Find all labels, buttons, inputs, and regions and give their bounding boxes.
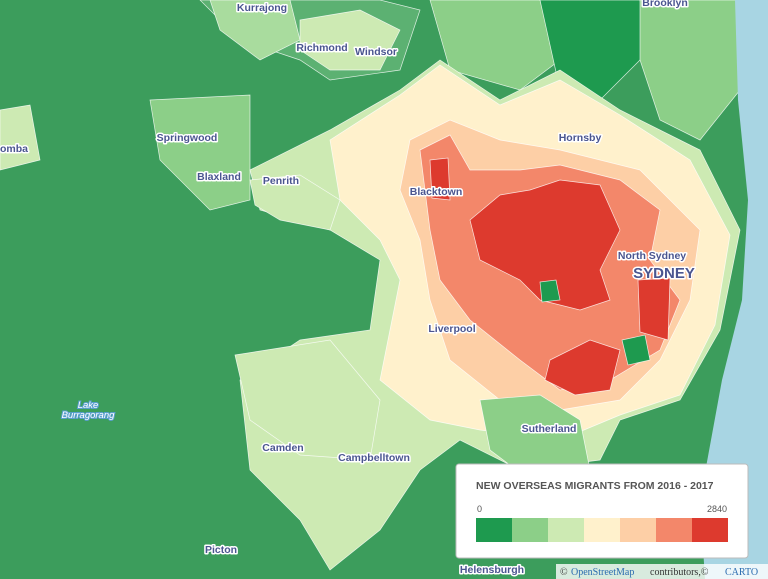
legend-max: 2840 — [707, 504, 727, 514]
place-label: Blacktown — [410, 186, 463, 198]
place-label: Camden — [262, 442, 303, 454]
legend-min: 0 — [477, 504, 482, 514]
place-label: Picton — [205, 544, 237, 556]
regions — [0, 0, 741, 571]
legend-swatch — [512, 518, 548, 542]
place-label: North Sydney — [618, 250, 686, 262]
region — [234, 339, 381, 461]
region — [249, 174, 341, 231]
place-label: Hornsby — [559, 132, 602, 144]
region — [299, 9, 401, 71]
legend: NEW OVERSEAS MIGRANTS FROM 2016 - 2017 0… — [455, 463, 749, 559]
attribution-text: contributors,© — [650, 567, 709, 578]
place-label: Brooklyn — [642, 0, 688, 9]
region — [209, 0, 301, 61]
lake-label: Lake — [78, 400, 99, 411]
region — [0, 104, 41, 171]
attribution-text: © — [560, 567, 568, 578]
place-label: Liverpool — [428, 323, 475, 335]
region — [637, 277, 671, 341]
region — [429, 157, 451, 201]
attribution-link[interactable]: OpenStreetMap — [571, 567, 634, 578]
place-label: Sutherland — [522, 423, 577, 435]
place-label: Kurrajong — [237, 2, 287, 14]
legend-swatch — [476, 518, 512, 542]
place-label: Blaxland — [197, 171, 241, 183]
region — [639, 0, 741, 141]
legend-title: NEW OVERSEAS MIGRANTS FROM 2016 - 2017 — [476, 480, 714, 492]
place-label: Springwood — [157, 132, 218, 144]
place-labels: Kurrajong Richmond Windsor Brooklyn Spri… — [0, 0, 696, 578]
place-label: Richmond — [296, 42, 347, 54]
region — [429, 0, 561, 91]
legend-swatch — [548, 518, 584, 542]
place-label: Campbelltown — [338, 452, 410, 464]
place-label: Windsor — [355, 46, 397, 58]
region — [149, 94, 251, 211]
region — [544, 339, 621, 396]
legend-swatch — [620, 518, 656, 542]
region — [539, 279, 561, 303]
legend-swatch — [656, 518, 692, 542]
place-label: Helensburgh — [460, 564, 524, 576]
attribution: © OpenStreetMap contributors,© CARTO — [560, 567, 758, 578]
lake-label: Burragorang — [62, 410, 116, 421]
legend-box — [455, 463, 749, 559]
region — [621, 334, 651, 366]
legend-swatch — [584, 518, 620, 542]
legend-swatch — [692, 518, 728, 542]
sea — [700, 0, 768, 579]
place-label: Penrith — [263, 175, 299, 187]
place-label: omba — [0, 143, 28, 155]
attribution-link[interactable]: CARTO — [725, 567, 758, 578]
place-label: SYDNEY — [633, 265, 695, 282]
region — [469, 179, 621, 311]
attribution-box — [556, 564, 768, 579]
